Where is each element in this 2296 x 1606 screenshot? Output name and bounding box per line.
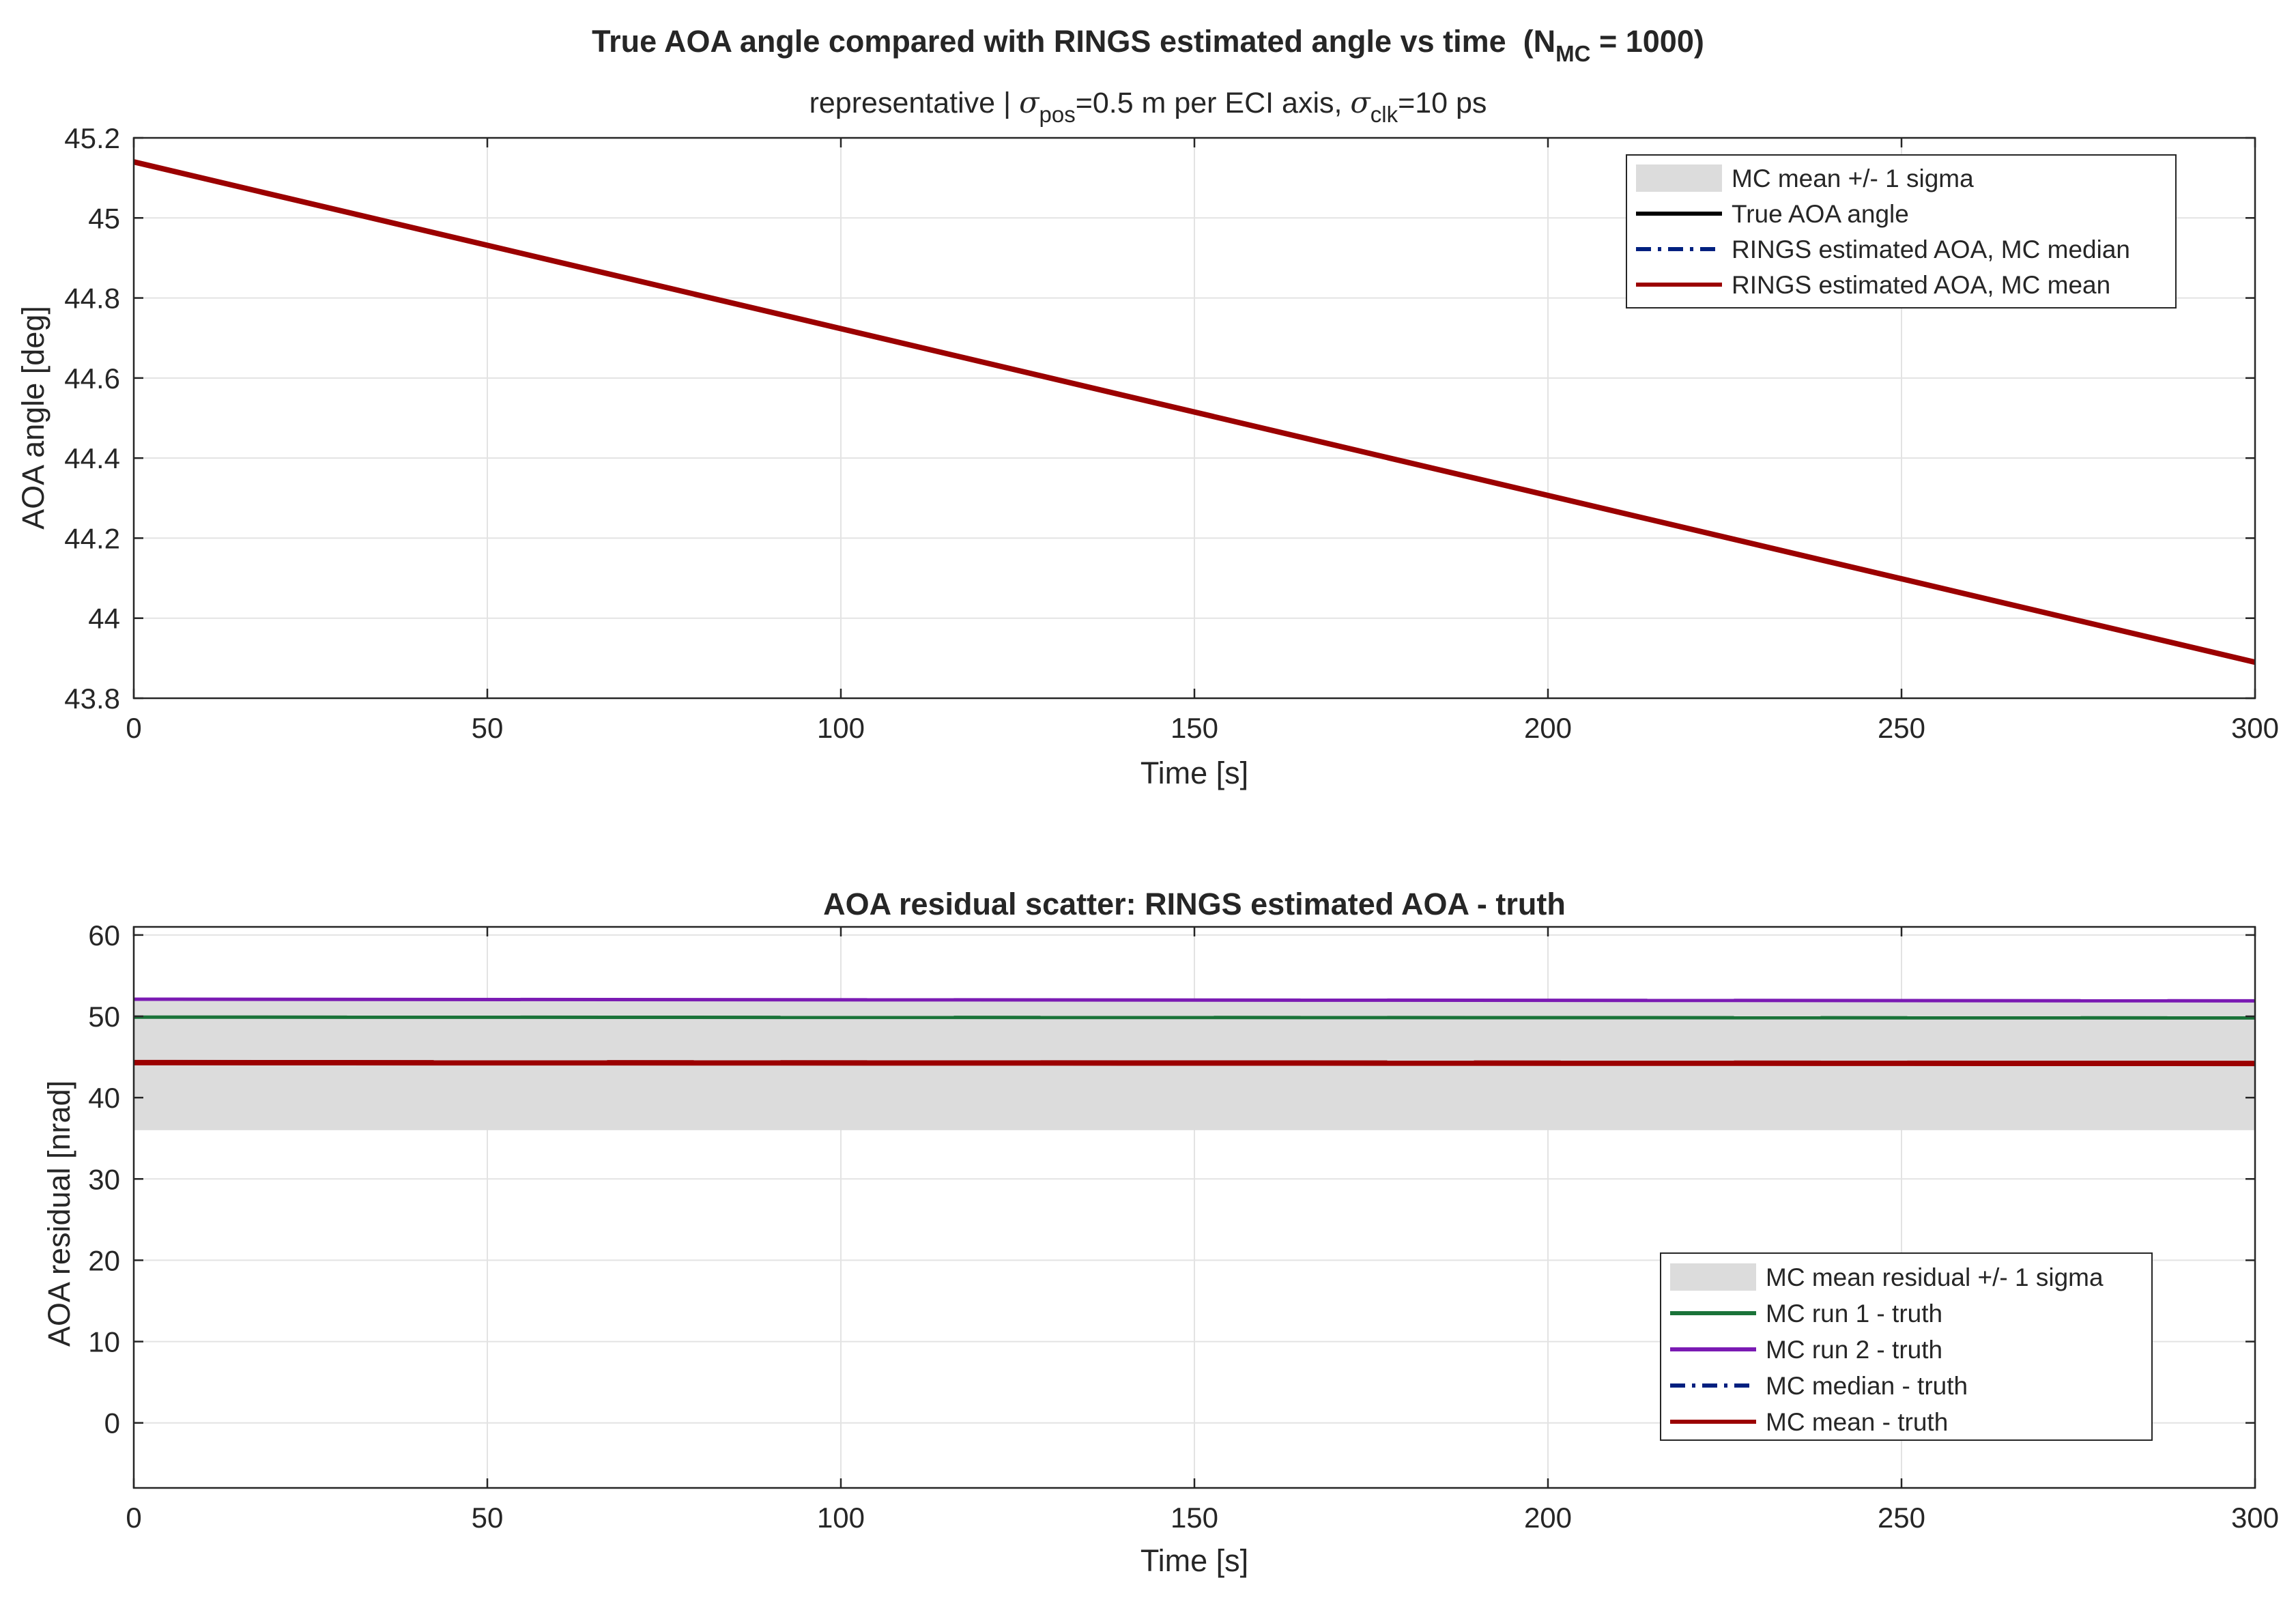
bottom-legend: MC mean residual +/- 1 sigma MC run 1 - t… <box>1660 1252 2153 1441</box>
top-axes: True AOA angle compared with RINGS estim… <box>16 24 2279 790</box>
legend-label: MC mean +/- 1 sigma <box>1732 164 1974 192</box>
y-tick-label: 44.8 <box>64 283 120 315</box>
x-tick-label: 0 <box>126 712 141 744</box>
top-series <box>133 159 2256 665</box>
bottom-y-ticks: 0 10 20 30 40 50 60 <box>88 919 2255 1439</box>
top-y-ticks: 43.8 44 44.2 44.4 44.6 44.8 45 45.2 <box>64 122 2255 715</box>
y-tick-label: 0 <box>104 1407 120 1439</box>
x-tick-label: 100 <box>817 1502 865 1534</box>
y-tick-label: 60 <box>88 919 120 951</box>
bottom-x-axis-label: Time [s] <box>1140 1543 1248 1578</box>
series-line <box>133 159 2256 665</box>
x-tick-label: 150 <box>1171 1502 1218 1534</box>
y-tick-label: 10 <box>88 1326 120 1358</box>
y-tick-label: 44.2 <box>64 522 120 554</box>
top-chart-title: True AOA angle compared with RINGS estim… <box>592 24 1704 66</box>
x-tick-label: 200 <box>1524 1502 1572 1534</box>
x-tick-label: 300 <box>2231 1502 2279 1534</box>
y-tick-label: 20 <box>88 1244 120 1276</box>
top-x-ticks: 0 50 100 150 200 250 300 <box>126 138 2279 744</box>
y-tick-label: 45.2 <box>64 122 120 154</box>
legend-swatch <box>1670 1263 1756 1291</box>
legend-label: MC mean - truth <box>1766 1408 1948 1436</box>
y-tick-label: 45 <box>88 202 120 234</box>
y-tick-label: 44 <box>88 603 120 635</box>
series-line <box>133 1015 2256 1020</box>
legend-label: MC median - truth <box>1766 1372 1968 1400</box>
y-tick-label: 40 <box>88 1082 120 1114</box>
x-tick-label: 200 <box>1524 712 1572 744</box>
bottom-series <box>133 997 2256 1067</box>
bottom-x-ticks: 0 50 100 150 200 250 300 <box>126 927 2279 1534</box>
x-tick-label: 250 <box>1878 1502 1925 1534</box>
bottom-chart-title: AOA residual scatter: RINGS estimated AO… <box>823 887 1566 921</box>
legend-label: MC mean residual +/- 1 sigma <box>1766 1263 2104 1291</box>
x-tick-label: 50 <box>472 712 504 744</box>
legend-label: MC run 2 - truth <box>1766 1336 1942 1364</box>
legend-label: MC run 1 - truth <box>1766 1300 1942 1328</box>
top-x-axis-label: Time [s] <box>1140 756 1248 790</box>
legend-swatch <box>1636 164 1722 192</box>
bottom-y-axis-label: AOA residual [nrad] <box>42 1080 76 1347</box>
x-tick-label: 250 <box>1878 712 1925 744</box>
legend-label: RINGS estimated AOA, MC mean <box>1732 271 2110 299</box>
top-y-axis-label: AOA angle [deg] <box>16 306 51 530</box>
x-tick-label: 150 <box>1171 712 1218 744</box>
series-line <box>133 997 2256 1003</box>
x-tick-label: 300 <box>2231 712 2279 744</box>
legend-label: True AOA angle <box>1732 200 1909 228</box>
x-tick-label: 100 <box>817 712 865 744</box>
top-chart-subtitle: representative | σpos=0.5 m per ECI axis… <box>809 86 1487 127</box>
y-tick-label: 44.6 <box>64 362 120 395</box>
y-tick-label: 30 <box>88 1163 120 1195</box>
x-tick-label: 50 <box>472 1502 504 1534</box>
legend-label: RINGS estimated AOA, MC median <box>1732 235 2130 263</box>
y-tick-label: 44.4 <box>64 442 120 474</box>
y-tick-label: 43.8 <box>64 683 120 715</box>
bottom-axes: AOA residual scatter: RINGS estimated AO… <box>42 887 2279 1578</box>
x-tick-label: 0 <box>126 1502 141 1534</box>
top-legend: MC mean +/- 1 sigma True AOA angle RINGS e… <box>1626 154 2177 309</box>
y-tick-label: 50 <box>88 1001 120 1033</box>
